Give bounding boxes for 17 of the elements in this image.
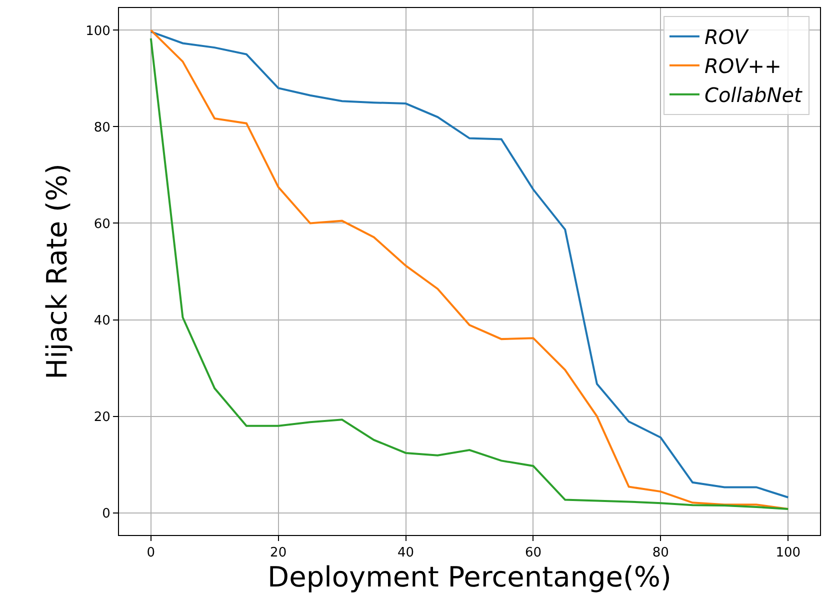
x-tick-label: 60 (524, 546, 542, 561)
x-axis-title: Deployment Percentange(%) (268, 560, 672, 594)
y-tick-label: 20 (94, 410, 110, 425)
legend-label: CollabNet (704, 83, 804, 108)
x-tick-label: 40 (397, 546, 414, 561)
legend-label: ROV (704, 25, 750, 50)
x-tick-label: 0 (146, 546, 155, 561)
y-axis-title: Hijack Rate (%) (40, 164, 74, 380)
y-tick-label: 80 (94, 120, 110, 136)
legend-label: ROV++ (704, 54, 782, 78)
y-tick-label: 100 (86, 24, 110, 39)
x-tick-label: 20 (270, 546, 287, 561)
y-tick-label: 0 (102, 506, 110, 522)
x-tick-label: 100 (776, 546, 801, 561)
y-tick-label: 60 (94, 216, 110, 232)
x-tick-label: 80 (652, 546, 669, 561)
y-tick-label: 40 (94, 313, 110, 328)
